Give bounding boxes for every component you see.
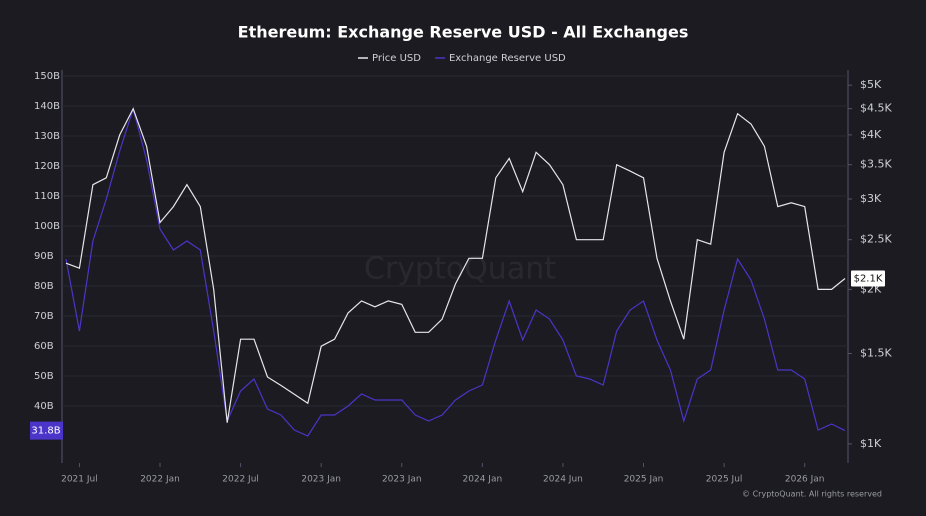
- chart-title: Ethereum: Exchange Reserve USD - All Exc…: [238, 23, 689, 42]
- y-tick-label: 40B: [34, 401, 54, 412]
- y-tick-label: 150B: [34, 71, 60, 82]
- x-tick-label: 2024 Jan: [463, 475, 503, 485]
- y2-tick-label: $1K: [860, 437, 882, 450]
- legend-label: Exchange Reserve USD: [449, 53, 566, 64]
- y2-tick-label: $4.5K: [860, 102, 892, 115]
- y-tick-label: 70B: [34, 311, 54, 322]
- copyright: © CryptoQuant. All rights reserved: [742, 490, 882, 499]
- y-tick-label: 120B: [34, 161, 60, 172]
- last-value-box: [851, 270, 885, 287]
- y2-tick-label: $2.5K: [860, 233, 892, 246]
- last-value-label: $2.1K: [854, 274, 883, 285]
- x-tick-label: 2022 Jan: [140, 475, 180, 485]
- y-tick-label: 110B: [34, 191, 60, 202]
- series-line: [65, 107, 846, 423]
- last-value-label: 31.8B: [31, 426, 60, 437]
- watermark: CryptoQuant: [364, 252, 556, 287]
- y-tick-label: 50B: [34, 371, 54, 382]
- y-tick-label: 80B: [34, 281, 54, 292]
- x-tick-label: 2025 Jan: [624, 475, 664, 485]
- last-value-box: [30, 421, 63, 440]
- y2-tick-label: $5K: [860, 78, 882, 91]
- x-tick-label: 2025 Jul: [706, 475, 743, 485]
- x-tick-label: 2023 Jan: [301, 475, 341, 485]
- y-tick-label: 130B: [34, 131, 60, 142]
- x-tick-label: 2022 Jul: [222, 475, 259, 485]
- y2-tick-label: $3K: [860, 192, 882, 205]
- x-tick-label: 2024 Jun: [543, 475, 583, 485]
- y-tick-label: 140B: [34, 101, 60, 112]
- series-line: [65, 106, 846, 437]
- y-tick-label: 90B: [34, 251, 54, 262]
- y2-tick-label: $1.5K: [860, 347, 892, 360]
- y-tick-label: 60B: [34, 341, 54, 352]
- x-tick-label: 2023 Jan: [382, 475, 422, 485]
- y2-tick-label: $4K: [860, 128, 882, 141]
- x-tick-label: 2021 Jul: [61, 475, 98, 485]
- legend-label: Price USD: [372, 53, 421, 64]
- x-tick-label: 2026 Jan: [785, 475, 825, 485]
- y-tick-label: 100B: [34, 221, 60, 232]
- y2-tick-label: $3.5K: [860, 158, 892, 171]
